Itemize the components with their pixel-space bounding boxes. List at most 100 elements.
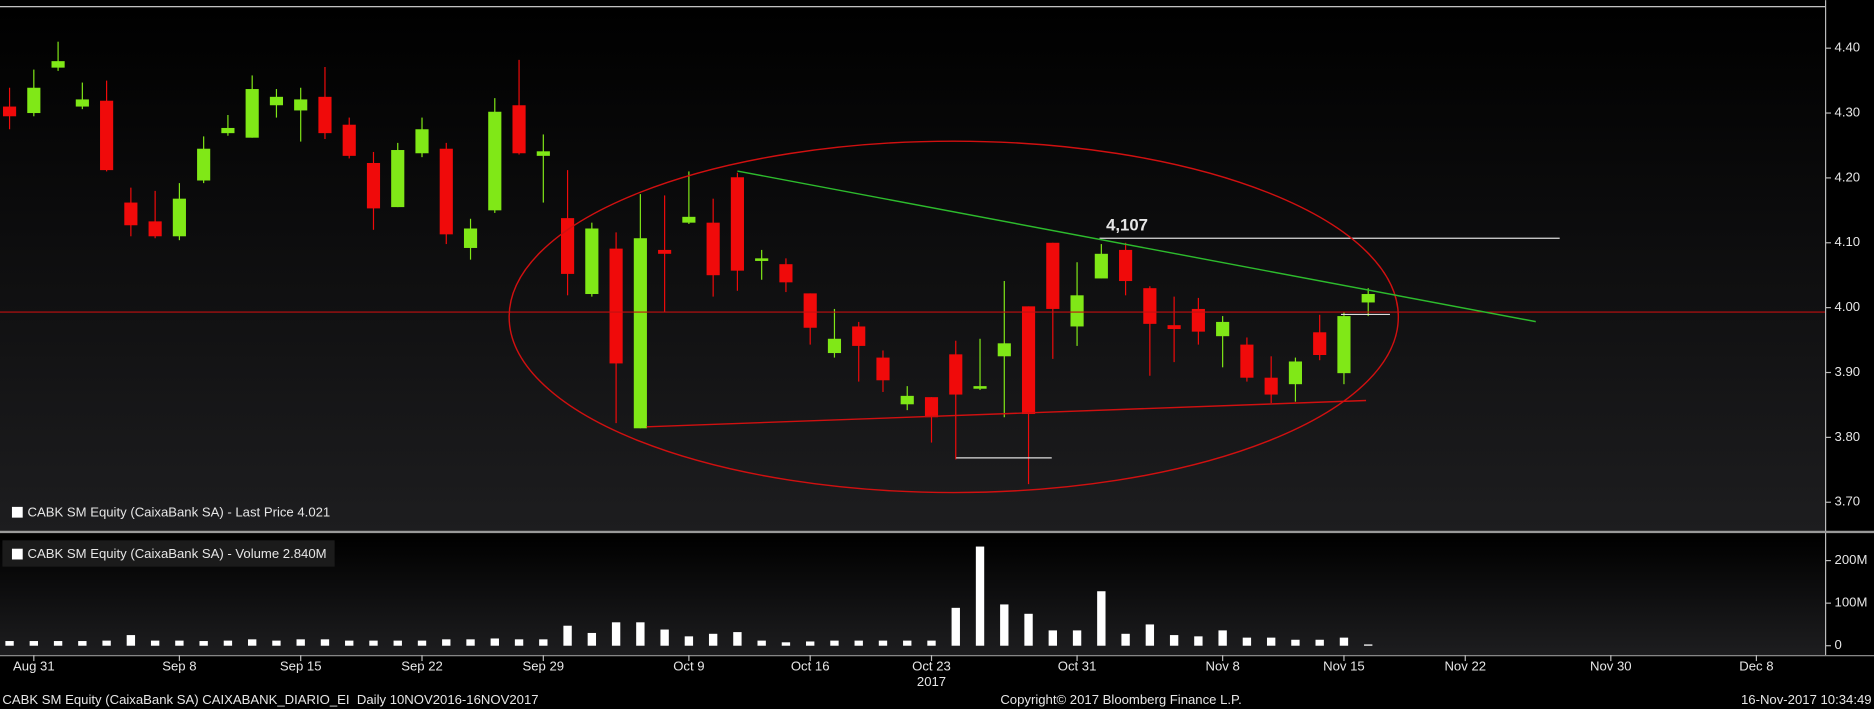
y-tick-label: 3.90 xyxy=(1835,364,1861,379)
candle-body xyxy=(1240,344,1254,378)
legend-label: CABK SM Equity (CaixaBank SA) - Volume 2… xyxy=(27,546,326,561)
candle-body xyxy=(342,124,356,156)
candle-body xyxy=(1191,308,1205,332)
legend-swatch xyxy=(11,548,23,560)
volume-bar xyxy=(708,633,718,646)
volume-bar xyxy=(587,632,597,646)
candle-body xyxy=(633,238,647,429)
volume-bar xyxy=(393,640,402,646)
candle-body xyxy=(1070,295,1084,327)
volume-bar xyxy=(733,632,742,646)
candle-body xyxy=(124,202,138,226)
volume-bar xyxy=(296,639,305,646)
candle-body xyxy=(415,129,429,154)
candle-body xyxy=(755,258,769,261)
volume-bar xyxy=(563,625,572,646)
x-tick-label: Oct 9 xyxy=(673,659,704,674)
candle-body xyxy=(366,162,381,209)
volume-bar xyxy=(1121,633,1130,646)
candle-body xyxy=(1046,242,1060,309)
volume-bar xyxy=(1218,630,1227,646)
volume-bar xyxy=(466,639,475,646)
candle-body xyxy=(1313,332,1327,355)
candle-body xyxy=(318,96,332,134)
x-tick-label: Nov 15 xyxy=(1323,659,1365,674)
legend-label: CABK SM Equity (CaixaBank SA) - Last Pri… xyxy=(27,504,330,519)
y-tick-label: 4.20 xyxy=(1835,169,1861,184)
price-panel xyxy=(0,7,1825,531)
volume-bar xyxy=(345,640,354,646)
volume-bar xyxy=(1169,635,1179,646)
volume-bar xyxy=(175,640,184,646)
volume-bar xyxy=(1072,630,1082,646)
volume-bar xyxy=(490,638,499,646)
volume-bar xyxy=(150,640,160,646)
volume-bar xyxy=(684,636,694,646)
candle-body xyxy=(1094,253,1108,279)
x-tick-label: Aug 31 xyxy=(13,659,55,674)
candle-body xyxy=(924,397,939,418)
candle-body xyxy=(827,338,842,354)
candle-body xyxy=(1167,325,1181,330)
resistance-trendline xyxy=(737,170,1536,323)
volume-bar xyxy=(757,640,766,646)
footer-right: 16-Nov-2017 10:34:49 xyxy=(1741,692,1872,707)
x-tick-label: Nov 30 xyxy=(1590,659,1632,674)
candle-body xyxy=(536,151,550,156)
volume-bar xyxy=(1024,613,1033,646)
candle-body xyxy=(997,343,1011,357)
support-trendline xyxy=(646,399,1367,428)
candle-body xyxy=(973,386,987,389)
candle-body xyxy=(172,198,186,237)
candle-body xyxy=(706,222,720,276)
volume-bar xyxy=(636,622,645,646)
volume-bar xyxy=(1048,630,1057,646)
ellipse-drawing xyxy=(508,140,1400,494)
volume-bar xyxy=(223,640,233,646)
footer-center: Copyright© 2017 Bloomberg Finance L.P. xyxy=(1000,692,1241,707)
x-tick-label: Nov 8 xyxy=(1205,659,1239,674)
candle-body xyxy=(1264,377,1278,395)
x-tick-label: Sep 29 xyxy=(523,659,565,674)
candle-body xyxy=(488,111,502,211)
candle-body xyxy=(852,326,866,346)
x-tick-label: Oct 31 xyxy=(1058,659,1097,674)
y-tick-label: 4.00 xyxy=(1835,299,1861,314)
volume-bar xyxy=(1364,644,1373,646)
candle-body xyxy=(1288,361,1302,385)
volume-bar xyxy=(1145,624,1155,646)
volume-bar xyxy=(1266,637,1276,646)
candle-body xyxy=(1021,306,1036,415)
candle-body xyxy=(148,221,162,237)
volume-bar xyxy=(878,640,888,646)
volume-bar xyxy=(951,607,960,646)
x-tick-label: Oct 23 xyxy=(912,659,951,674)
candle-body xyxy=(949,354,963,395)
volume-bar xyxy=(320,639,330,646)
volume-bar xyxy=(903,640,912,646)
volume-bar xyxy=(442,639,451,646)
candle-body xyxy=(197,148,211,181)
candle-body xyxy=(463,228,478,248)
candle-body xyxy=(1361,294,1375,303)
volume-bar xyxy=(417,640,427,646)
candle-body xyxy=(269,96,284,106)
candle-body xyxy=(27,87,41,114)
candle-body xyxy=(1337,316,1351,374)
volume-bar xyxy=(1339,637,1349,646)
volume-bar xyxy=(854,640,863,646)
candle-body xyxy=(1143,288,1157,324)
candle-body xyxy=(803,293,817,328)
x-year-label: 2017 xyxy=(917,674,946,689)
legend-swatch xyxy=(11,506,23,518)
x-tick-label: Sep 8 xyxy=(162,659,196,674)
volume-bar xyxy=(514,639,524,646)
candle-body xyxy=(245,89,259,138)
y-tick-label: 4.30 xyxy=(1835,105,1861,120)
candle-body xyxy=(51,61,65,68)
volume-bar xyxy=(1291,639,1300,646)
volume-legend: CABK SM Equity (CaixaBank SA) - Volume 2… xyxy=(2,540,335,567)
candle-body xyxy=(294,99,308,111)
candle-body xyxy=(100,100,114,171)
candle-body xyxy=(900,395,914,405)
